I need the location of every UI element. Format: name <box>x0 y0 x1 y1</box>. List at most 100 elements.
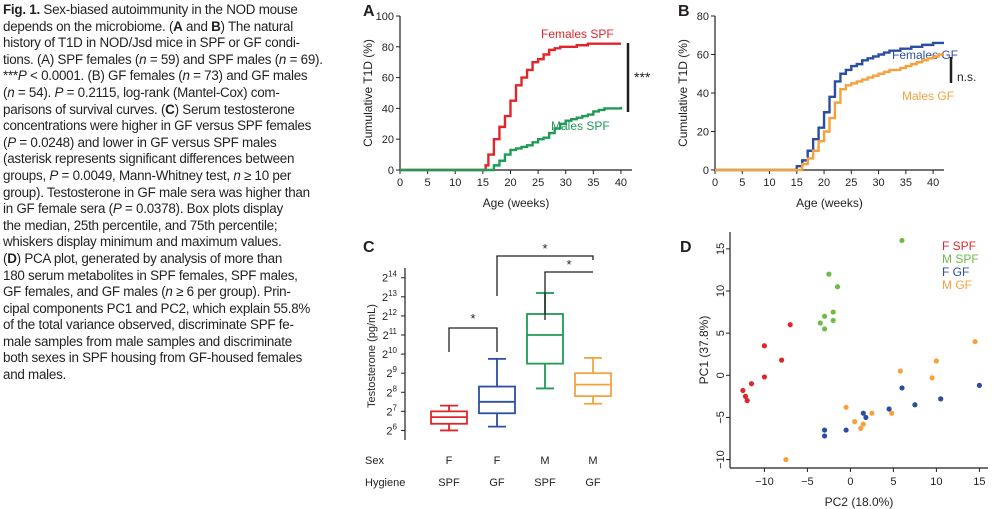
x-tick-label: 35 <box>900 177 912 189</box>
data-point <box>783 456 789 463</box>
data-point <box>817 320 823 326</box>
caption-line: ***P < 0.0001. (B) GF females (n = 73) a… <box>3 68 343 85</box>
x-tick-label: 10 <box>930 476 942 488</box>
caption-text: ( <box>3 84 8 100</box>
caption-text: ) Serum testosterone <box>174 101 295 117</box>
caption-line: Fig. 1. Sex-biased autoimmunity in the N… <box>3 2 343 19</box>
significance-bracket <box>544 271 593 320</box>
data-point <box>761 374 767 380</box>
significance-bracket <box>496 255 594 296</box>
x-tick-label: −10 <box>755 476 774 488</box>
caption-text: = 0.0049, Mann-Whitney test, <box>58 167 234 183</box>
caption-italic: n <box>139 51 147 67</box>
row-label-hygiene: Hygiene <box>365 477 405 489</box>
data-point <box>822 326 828 332</box>
panel-b-chart: 0 5 10 15 20 25 30 35 40 0 20 40 60 80 Age (weeks) Cumu… <box>676 3 976 210</box>
caption-italic: P <box>112 201 122 217</box>
caption-line: history of T1D in NOD/Jsd mice in SPF or… <box>3 35 300 51</box>
caption-line: (P = 0.0248) and lower in GF versus SPF … <box>3 135 343 152</box>
y-tick-label: 20 <box>382 134 394 146</box>
caption-line: (n = 54). P = 0.2115, log-rank (Mantel-C… <box>3 85 343 102</box>
caption-line: cipal components PC1 and PC2, which expl… <box>3 300 311 316</box>
x-tick-label: 10 <box>449 177 461 189</box>
significance-label: *** <box>634 69 651 85</box>
group-hygiene-label: GF <box>585 477 601 489</box>
caption-line: male samples from male samples and discr… <box>3 333 292 349</box>
caption-bold: A <box>173 18 183 34</box>
caption-text: = 0.0378). Box plots display <box>121 201 283 217</box>
caption-italic: n <box>233 167 241 183</box>
y-tick-label: 60 <box>382 73 394 85</box>
x-axis-label: Age (weeks) <box>483 196 550 210</box>
y-tick-label: 80 <box>382 42 394 54</box>
x-tick-label: 40 <box>927 177 939 189</box>
x-tick-label: 30 <box>872 177 884 189</box>
panel-d-chart: −10 −5 0 5 10 15 −10 −5 0 5 10 15 PC2 (18.0%) PC1 (37… <box>680 232 988 509</box>
caption-line: (D) PCA plot, generated by analysis of m… <box>3 251 343 268</box>
x-tick-label: 40 <box>615 177 627 189</box>
x-tick-label: 20 <box>818 177 830 189</box>
data-point <box>826 271 832 277</box>
caption-line: parisons of survival curves. (C) Serum t… <box>3 102 343 119</box>
caption-bold: Fig. 1. <box>3 2 40 17</box>
group-hygiene-label: SPF <box>438 477 460 489</box>
x-tick-label: 5 <box>890 476 896 488</box>
caption-text: in GF female sera ( <box>3 201 113 217</box>
caption-text: = 69). <box>286 51 323 67</box>
panel-label: C <box>363 239 375 256</box>
data-point <box>858 425 864 431</box>
y-tick-label: 28 <box>386 384 397 399</box>
series-line <box>400 106 623 172</box>
legend-entry: F GF <box>942 265 969 279</box>
data-point <box>976 382 982 388</box>
caption-bold: B <box>211 18 221 34</box>
y-tick-label: 214 <box>382 270 398 285</box>
data-point <box>834 284 841 290</box>
data-point <box>852 419 858 425</box>
panel-a-chart: 0 5 10 15 20 25 30 35 40 0 20 40 60 80 100 Age (weeks) C… <box>361 3 651 210</box>
y-axis-label: Cumulative T1D (%) <box>676 39 690 147</box>
x-tick-label: 0 <box>397 177 403 189</box>
caption-text: Sex-biased autoimmunity in the NOD mouse <box>39 2 298 17</box>
y-tick-label: 15 <box>715 243 727 255</box>
data-point <box>869 410 875 416</box>
caption-line: tions. (A) SPF females (n = 59) and SPF … <box>3 52 343 69</box>
x-tick-label: 25 <box>532 177 544 189</box>
data-point <box>860 421 866 427</box>
y-tick-label: 10 <box>715 285 727 297</box>
legend-entry: M SPF <box>942 252 979 266</box>
x-tick-label: 10 <box>763 177 775 189</box>
box <box>526 313 564 365</box>
series-line <box>715 41 944 172</box>
data-point <box>742 393 749 399</box>
x-tick-label: 0 <box>847 476 853 488</box>
caption-italic: n <box>7 84 15 100</box>
caption-text: *** <box>3 68 18 84</box>
significance-star: * <box>566 257 571 272</box>
y-tick-label: 213 <box>382 289 398 304</box>
caption-line: whiskers display minimum and maximum val… <box>3 234 282 250</box>
x-tick-label: 30 <box>560 177 572 189</box>
x-tick-label: 5 <box>425 177 431 189</box>
panel-c-chart: 26 27 28 29 210 211 212 213 214 Testosterone (pg/… <box>363 239 612 489</box>
x-tick-label: 25 <box>845 177 857 189</box>
data-point <box>787 322 793 328</box>
caption-text: GF females, and GF males ( <box>3 284 166 300</box>
caption-text: ( <box>3 250 8 266</box>
panel-label: D <box>680 239 692 256</box>
x-tick-label: 15 <box>973 476 985 488</box>
legend-entry: F SPF <box>942 239 976 253</box>
y-tick-label: 20 <box>697 127 709 139</box>
data-point <box>748 381 755 387</box>
caption-text: = 59) and SPF males ( <box>146 51 279 67</box>
group-sex-label: F <box>494 455 501 467</box>
data-point <box>972 338 978 345</box>
caption-line: groups, P = 0.0049, Mann-Whitney test, n… <box>3 168 343 185</box>
data-point <box>889 410 895 416</box>
y-axis-label: Cumulative T1D (%) <box>361 39 375 147</box>
series-label: Females SPF <box>541 27 614 41</box>
caption-line: in GF female sera (P = 0.0378). Box plot… <box>3 201 343 218</box>
caption-text: ( <box>3 134 8 150</box>
caption-italic: P <box>7 134 16 150</box>
series-line <box>400 42 621 172</box>
